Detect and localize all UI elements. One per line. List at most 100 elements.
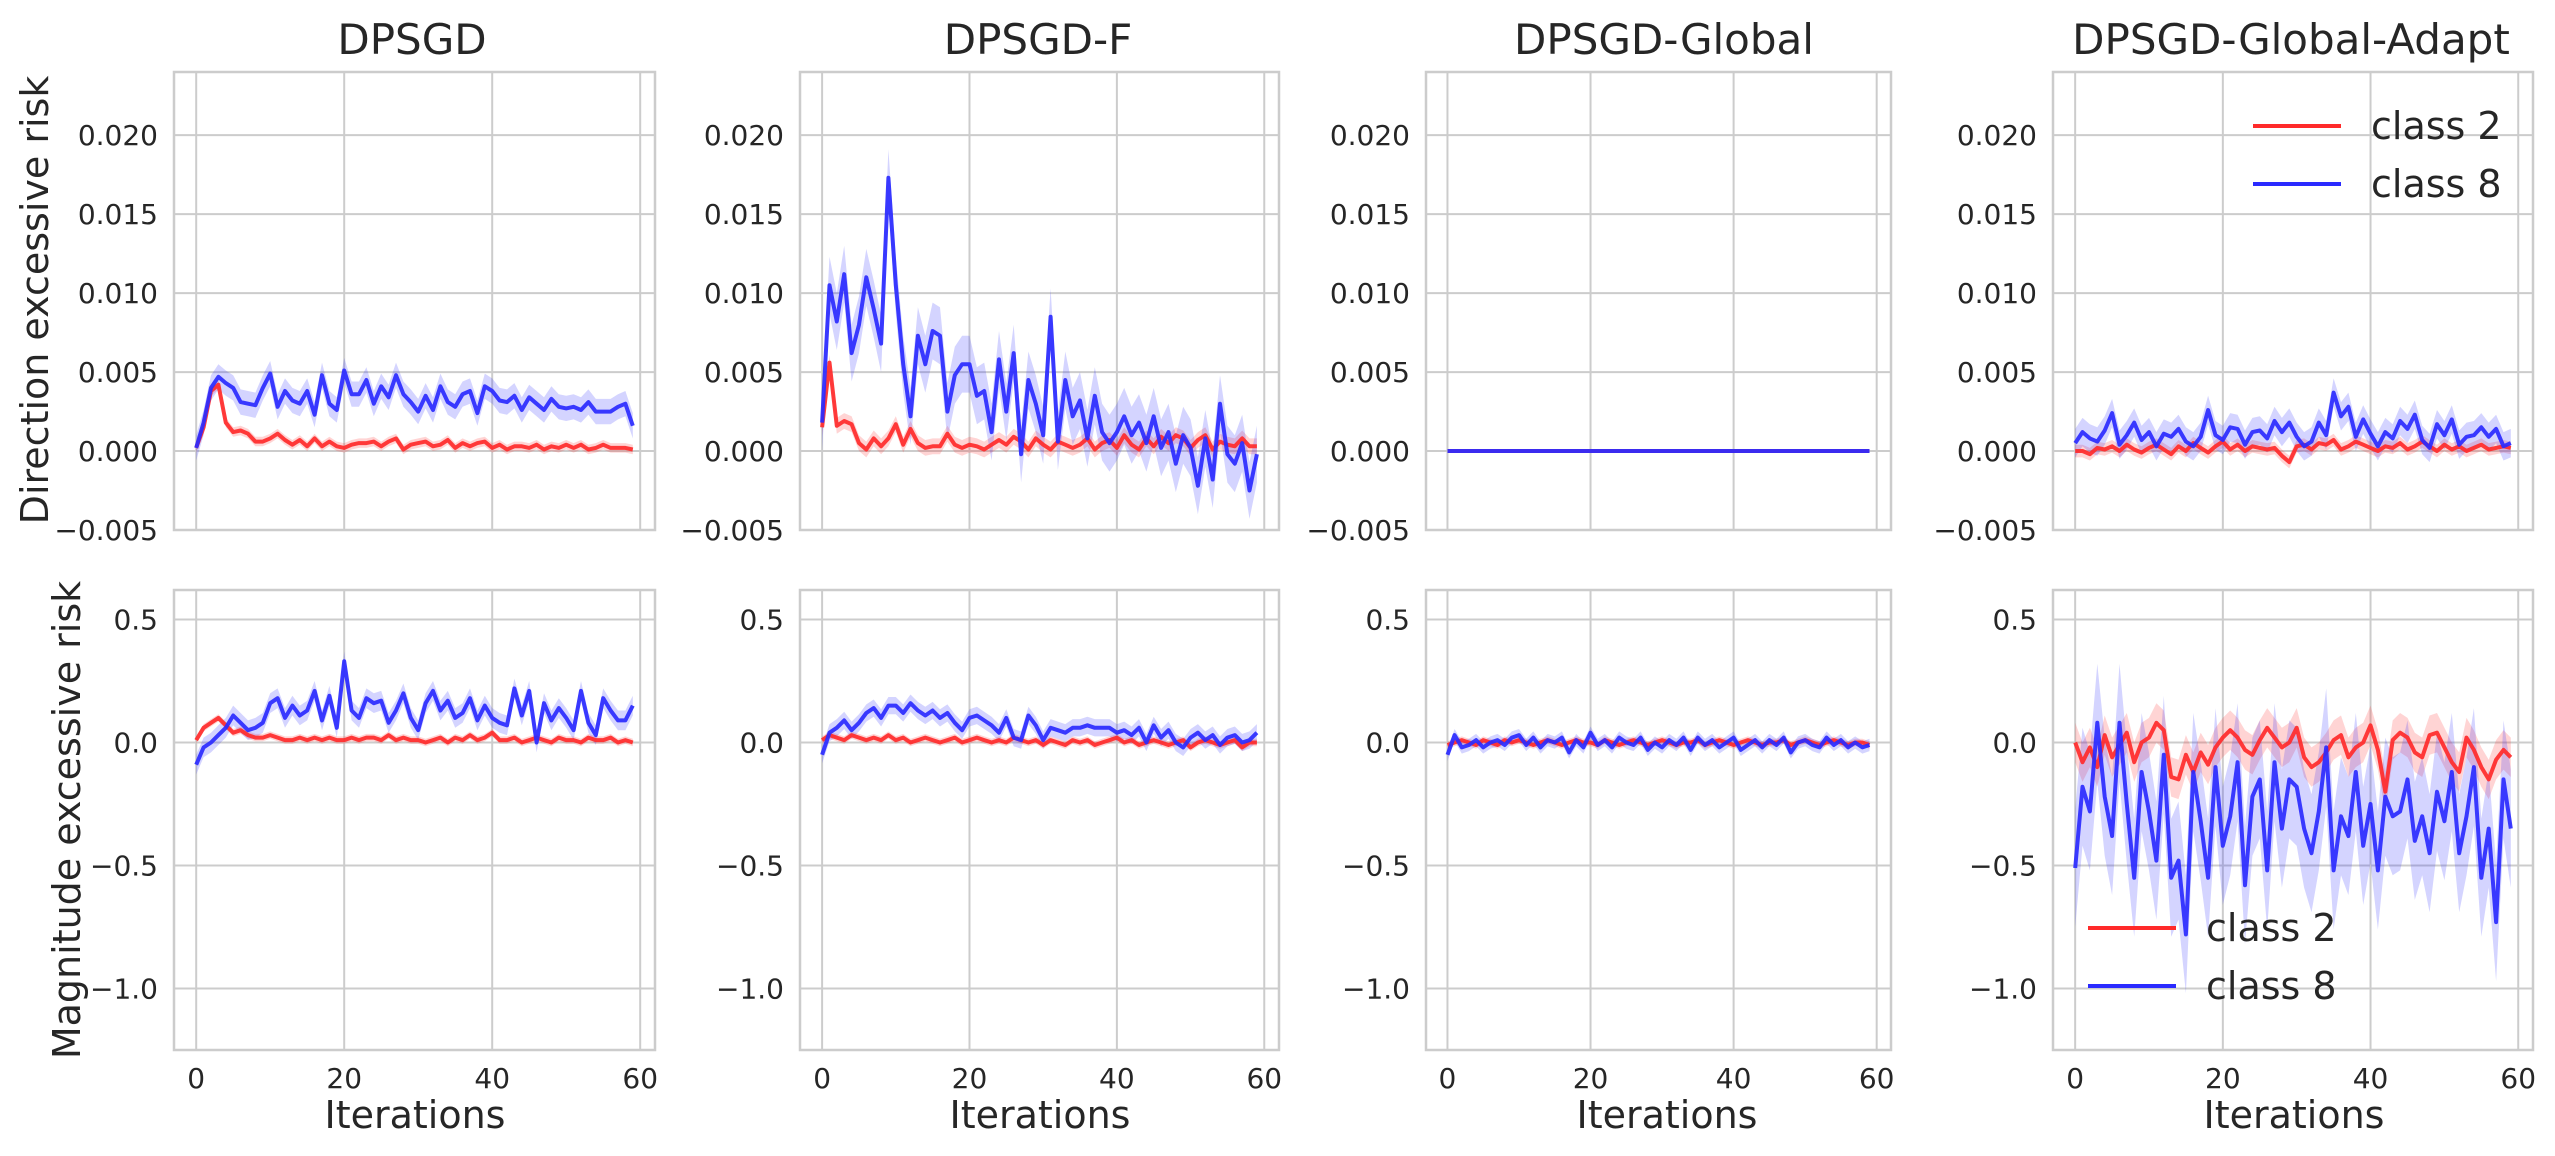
legend-label-class-2: class 2 (2371, 104, 2502, 148)
y-tick-label: −0.5 (1342, 850, 1410, 883)
y-tick-label: −1.0 (1969, 973, 2037, 1006)
axes-frame (2051, 588, 2535, 1052)
y-tick-label: 0.0 (739, 727, 784, 760)
axes-frame (2051, 70, 2535, 532)
y-tick-label: 0.020 (1957, 119, 2037, 152)
series-line-class-8 (2073, 720, 2513, 937)
series-line-class-8 (194, 659, 635, 766)
y-tick-label: 0.5 (1365, 604, 1410, 637)
y-tick-label: 0.020 (704, 119, 784, 152)
series-line-class-2 (194, 715, 634, 745)
axes-frame (798, 588, 1281, 1052)
x-tick-label: 60 (1246, 1062, 1282, 1095)
panel-8: −1.0 −0.5 0.0 0.5 0 20 40 60 class 2 class 8 (1969, 588, 2536, 1095)
panel-7: −1.0 −0.5 0.0 0.5 0 20 40 60 (1342, 588, 1895, 1095)
xlabel-iterations-col3: Iterations (1577, 1093, 1758, 1137)
y-tick-label: 0.010 (1957, 277, 2037, 310)
y-tick-label: 0.005 (78, 356, 158, 389)
y-tick-label: −1.0 (90, 973, 158, 1006)
panel-2: −0.005 0.000 0.005 0.010 0.015 0.020 (680, 70, 1281, 547)
axes-frame (172, 588, 657, 1052)
panels-group: −0.0050.0000.0050.0100.0150.020−0.0050.0… (54, 70, 2536, 1095)
axes-frame (172, 70, 657, 532)
y-tick-label: 0.015 (1957, 198, 2037, 231)
y-tick-label: −0.005 (1933, 514, 2037, 547)
x-tick-label: 40 (474, 1062, 510, 1095)
series-line-class-2 (194, 382, 634, 452)
panel-6: −1.0 −0.5 0.0 0.5 0 20 40 60 (716, 588, 1282, 1095)
confidence-band-class-2 (2075, 703, 2511, 812)
confidence-band-class-8 (822, 149, 1257, 519)
series-line-class-2 (2073, 720, 2513, 794)
x-tick-label: 0 (187, 1062, 205, 1095)
row-ylabel-direction: Direction excessive risk (13, 76, 57, 525)
y-tick-label: −0.5 (716, 850, 784, 883)
x-tick-label: 20 (1573, 1062, 1609, 1095)
x-tick-label: 0 (1439, 1062, 1457, 1095)
y-tick-label: 0.020 (78, 119, 158, 152)
x-tick-label: 40 (1099, 1062, 1135, 1095)
xlabel-iterations-col4: Iterations (2204, 1093, 2385, 1137)
x-tick-label: 60 (1859, 1062, 1895, 1095)
legend-label-class-8: class 8 (2206, 964, 2337, 1008)
y-tick-label: 0.000 (78, 435, 158, 468)
panel-1: −0.005 0.000 0.005 0.010 0.015 0.020 (54, 70, 657, 547)
series-line-class-8 (2073, 390, 2512, 450)
y-tick-label: 0.5 (1992, 604, 2037, 637)
y-tick-label: 0.010 (1330, 277, 1410, 310)
y-tick-label: −1.0 (716, 973, 784, 1006)
y-tick-label: 0.010 (78, 277, 158, 310)
x-tick-label: 0 (813, 1062, 831, 1095)
y-tick-label: −0.5 (90, 850, 158, 883)
legend-label-class-8: class 8 (2371, 162, 2502, 206)
panel-title-dpsgd-f: DPSGD-F (944, 15, 1133, 64)
axes-frame (1424, 70, 1893, 532)
x-tick-label: 40 (2353, 1062, 2389, 1095)
panel-title-dpsgd: DPSGD (337, 15, 486, 64)
y-tick-label: 0.000 (1957, 435, 2037, 468)
y-tick-label: 0.015 (78, 198, 158, 231)
y-tick-label: 0.015 (704, 198, 784, 231)
series-line-class-2 (2075, 438, 2512, 465)
panel-5: −1.0 −0.5 0.0 0.5 0 20 40 60 (90, 588, 658, 1095)
y-tick-label: −0.005 (1306, 514, 1410, 547)
legend-label-class-2: class 2 (2206, 906, 2337, 950)
xlabel-iterations-col1: Iterations (325, 1093, 506, 1137)
y-tick-label: −0.005 (54, 514, 158, 547)
xlabel-iterations-col2: Iterations (950, 1093, 1131, 1137)
x-tick-label: 60 (2500, 1062, 2536, 1095)
panel-title-dpsgd-global-adapt: DPSGD-Global-Adapt (2072, 15, 2510, 64)
y-tick-label: 0.0 (113, 727, 158, 760)
y-tick-label: 0.000 (704, 435, 784, 468)
y-tick-label: 0.020 (1330, 119, 1410, 152)
x-tick-label: 20 (2205, 1062, 2241, 1095)
axes-frame (798, 70, 1281, 532)
x-tick-label: 0 (2066, 1062, 2084, 1095)
series-line-class-2 (820, 733, 1257, 750)
series-line-class-8 (194, 368, 635, 449)
y-tick-label: 0.5 (113, 604, 158, 637)
y-tick-label: 0.015 (1330, 198, 1410, 231)
series-line-class-8 (820, 175, 1259, 493)
y-tick-label: −1.0 (1342, 973, 1410, 1006)
y-tick-label: 0.5 (739, 604, 784, 637)
y-tick-label: 0.005 (1957, 356, 2037, 389)
y-tick-label: 0.0 (1365, 727, 1410, 760)
panel-3: −0.005 0.000 0.005 0.010 0.015 0.020 (1306, 70, 1893, 547)
legend: class 2 class 8 (2253, 104, 2502, 206)
x-tick-label: 20 (952, 1062, 988, 1095)
y-tick-label: 0.005 (1330, 356, 1410, 389)
row-ylabel-magnitude: Magnitude excessive risk (45, 581, 89, 1059)
y-tick-label: 0.005 (704, 356, 784, 389)
series-line-class-8 (820, 701, 1259, 756)
axes-frame (1424, 588, 1893, 1052)
x-tick-label: 20 (326, 1062, 362, 1095)
y-tick-label: 0.000 (1330, 435, 1410, 468)
y-tick-label: 0.010 (704, 277, 784, 310)
y-tick-label: −0.005 (680, 514, 784, 547)
x-tick-label: 60 (622, 1062, 658, 1095)
x-tick-label: 40 (1716, 1062, 1752, 1095)
